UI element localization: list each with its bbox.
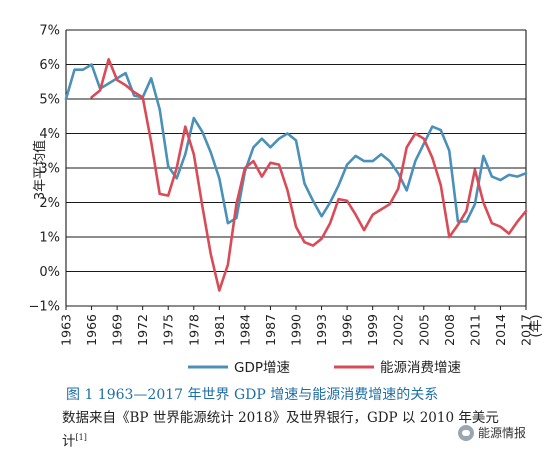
x-tick-label: 2002 <box>391 314 406 346</box>
y-tick-label: 4% <box>39 127 60 142</box>
source-note: 数据来自《BP 世界能源统计 2018》及世界银行，GDP 以 2010 年美元… <box>62 408 502 452</box>
y-tick-label: 1% <box>39 231 60 246</box>
x-tick-label: 1969 <box>110 314 125 346</box>
series-line-2 <box>90 57 528 292</box>
line-chart: 7% 6% 5% 4% 3% 2% 1% 0% −1% 1963 1966 1969 1972 1975… <box>28 24 544 377</box>
y-tick-label: 0% <box>39 265 60 280</box>
x-tick-label: 1990 <box>289 314 304 346</box>
watermark-text: 能源情报 <box>478 426 527 440</box>
grid-lines <box>65 29 527 310</box>
y-tick-label: −1% <box>28 300 60 315</box>
y-axis-labels: 7% 6% 5% 4% 3% 2% 1% 0% −1% <box>28 24 60 315</box>
wechat-icon <box>458 424 474 441</box>
x-tick-label: 1993 <box>314 314 329 346</box>
legend: GDP增速 能源消费增速 <box>188 360 461 376</box>
x-tick-label: 1972 <box>135 314 150 346</box>
x-tick-label: 1975 <box>161 314 176 346</box>
x-tick-label: 1996 <box>340 314 355 346</box>
y-tick-label: 7% <box>39 24 60 39</box>
x-tick-label: 1987 <box>263 314 278 346</box>
x-tick-label: 1978 <box>186 314 201 346</box>
x-tick-label: 1984 <box>237 314 252 346</box>
series-layer <box>64 57 528 292</box>
y-tick-label: 5% <box>39 93 60 108</box>
x-tick-label: 2017 <box>519 314 534 346</box>
y-tick-label: 6% <box>39 58 60 73</box>
x-tick-label: 2011 <box>467 314 482 346</box>
legend-label: GDP增速 <box>234 360 290 376</box>
x-axis-unit: (年) <box>529 314 544 337</box>
x-axis-labels: 1963 1966 1969 1972 1975 1978 1981 1984 1987 1990… <box>59 314 534 346</box>
figure-caption: 图 1 1963—2017 年世界 GDP 增速与能源消费增速的关系 <box>66 387 439 403</box>
x-tick-label: 1963 <box>59 314 74 346</box>
source-note-ref: [1] <box>75 433 87 442</box>
y-axis-title: 3年平均值 <box>32 140 48 200</box>
source-note-text: 数据来自《BP 世界能源统计 2018》及世界银行，GDP 以 2010 年美元… <box>62 410 499 450</box>
y-tick-label: 3% <box>39 162 60 177</box>
y-tick-label: 2% <box>39 196 60 211</box>
series-line-1 <box>64 63 528 225</box>
x-tick-label: 2008 <box>442 314 457 346</box>
x-tick-label: 2014 <box>493 314 508 346</box>
x-tick-label: 1999 <box>365 314 380 346</box>
watermark: 能源情报 <box>458 424 526 441</box>
x-tick-label: 1966 <box>84 314 99 346</box>
x-tick-label: 2005 <box>416 314 431 346</box>
x-tick-label: 1981 <box>212 314 227 346</box>
legend-label: 能源消费增速 <box>380 360 461 376</box>
